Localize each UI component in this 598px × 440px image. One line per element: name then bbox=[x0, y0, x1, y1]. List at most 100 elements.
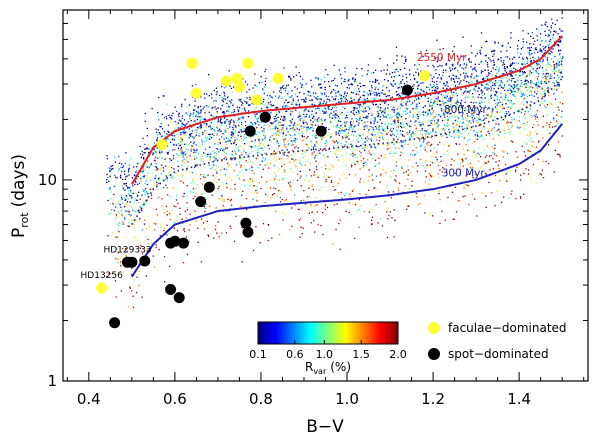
field-star bbox=[496, 111, 498, 113]
field-star bbox=[213, 152, 216, 155]
field-star bbox=[493, 153, 496, 155]
field-star bbox=[276, 113, 278, 116]
field-star bbox=[344, 78, 346, 80]
field-star bbox=[539, 104, 541, 107]
field-star bbox=[484, 69, 486, 71]
field-star bbox=[561, 73, 563, 75]
field-star bbox=[376, 128, 378, 130]
field-star bbox=[353, 113, 355, 116]
field-star bbox=[117, 262, 119, 264]
field-star bbox=[554, 70, 556, 72]
field-star bbox=[384, 92, 386, 94]
field-star bbox=[209, 158, 211, 160]
field-star bbox=[304, 179, 306, 181]
field-star bbox=[315, 160, 317, 162]
field-star bbox=[198, 133, 200, 135]
field-star bbox=[265, 77, 267, 80]
field-star bbox=[253, 113, 256, 115]
field-star bbox=[517, 48, 519, 50]
field-star bbox=[536, 110, 538, 112]
field-star bbox=[424, 194, 426, 197]
field-star bbox=[502, 73, 504, 75]
field-star bbox=[289, 137, 292, 139]
field-star bbox=[446, 136, 448, 139]
field-star bbox=[375, 136, 377, 139]
field-star bbox=[364, 117, 366, 119]
field-star bbox=[424, 181, 426, 183]
field-star bbox=[434, 70, 436, 72]
field-star bbox=[345, 192, 347, 194]
field-star bbox=[468, 81, 470, 84]
field-star bbox=[316, 168, 318, 171]
field-star bbox=[111, 232, 113, 234]
field-star bbox=[519, 67, 522, 69]
field-star bbox=[527, 111, 530, 113]
field-star bbox=[437, 173, 439, 175]
field-star bbox=[249, 168, 251, 170]
field-star bbox=[141, 229, 144, 231]
field-star bbox=[313, 151, 315, 153]
field-star bbox=[241, 227, 243, 229]
field-star bbox=[172, 120, 175, 122]
field-star bbox=[448, 92, 450, 94]
field-star bbox=[445, 107, 448, 109]
field-star bbox=[487, 88, 490, 90]
field-star bbox=[549, 38, 552, 41]
field-star bbox=[344, 194, 346, 196]
field-star bbox=[128, 211, 130, 213]
field-star bbox=[211, 122, 213, 125]
field-star bbox=[338, 120, 340, 122]
field-star bbox=[366, 115, 368, 117]
field-star bbox=[344, 97, 346, 99]
field-star bbox=[445, 133, 447, 136]
field-star bbox=[471, 109, 473, 111]
field-star bbox=[197, 106, 199, 108]
field-star bbox=[557, 62, 560, 64]
field-star bbox=[530, 61, 532, 63]
field-star bbox=[135, 291, 138, 294]
field-star bbox=[192, 142, 194, 145]
field-star bbox=[550, 25, 552, 27]
field-star bbox=[114, 161, 117, 163]
field-star bbox=[510, 140, 512, 142]
field-star bbox=[159, 152, 161, 154]
field-star bbox=[256, 106, 258, 108]
field-star bbox=[163, 256, 166, 258]
field-star bbox=[521, 93, 523, 95]
field-star bbox=[127, 225, 129, 227]
field-star bbox=[410, 172, 412, 174]
field-star bbox=[558, 84, 560, 86]
field-star bbox=[471, 114, 473, 117]
field-star bbox=[321, 119, 323, 121]
field-star bbox=[185, 150, 187, 153]
field-star bbox=[382, 85, 384, 87]
field-star bbox=[325, 175, 327, 178]
field-star bbox=[186, 185, 188, 187]
field-star bbox=[264, 139, 266, 142]
field-star bbox=[367, 153, 369, 155]
field-star bbox=[259, 147, 262, 149]
field-star bbox=[122, 214, 124, 216]
field-star bbox=[557, 63, 559, 65]
field-star bbox=[379, 103, 381, 106]
field-star bbox=[208, 153, 210, 156]
field-star bbox=[153, 159, 156, 161]
field-star bbox=[278, 158, 281, 160]
field-star bbox=[510, 100, 512, 102]
field-star bbox=[263, 104, 265, 106]
field-star bbox=[233, 157, 235, 159]
field-star bbox=[375, 86, 377, 88]
field-star bbox=[474, 107, 477, 109]
field-star bbox=[452, 74, 454, 76]
field-star bbox=[456, 81, 459, 83]
field-star bbox=[217, 112, 219, 114]
field-star bbox=[243, 99, 245, 102]
field-star bbox=[185, 143, 187, 145]
field-star bbox=[480, 97, 482, 99]
field-star bbox=[476, 120, 478, 122]
field-star bbox=[491, 84, 494, 87]
field-star bbox=[422, 90, 424, 92]
field-star bbox=[301, 98, 303, 101]
field-star bbox=[423, 124, 425, 127]
field-star bbox=[427, 65, 429, 67]
